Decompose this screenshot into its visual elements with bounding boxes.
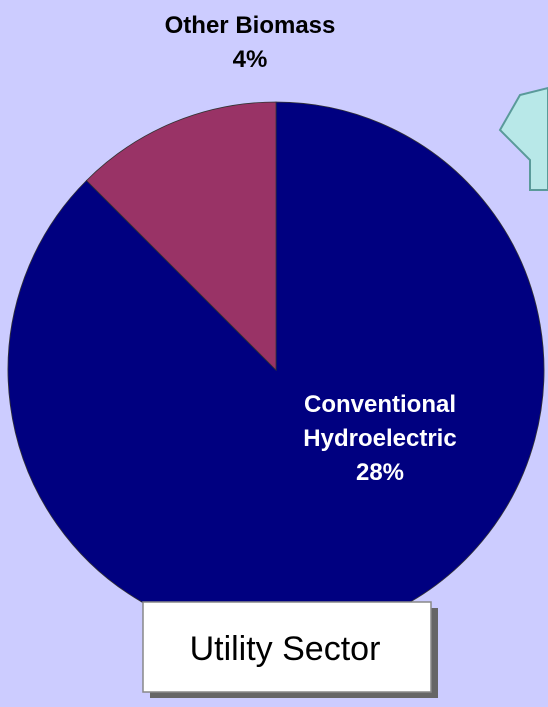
slice-label: Conventional Hydroelectric: [303, 391, 456, 452]
pie: [7, 101, 545, 639]
annotation: Utility Sector: [190, 630, 381, 668]
pie-slice: [85, 101, 277, 371]
slice-value-label: 28%: [356, 459, 404, 486]
slice-value-label: 4%: [233, 46, 268, 73]
annotation-box: [142, 601, 432, 693]
arrow-shape: [498, 86, 548, 191]
slice-label: Other Biomass: [165, 12, 336, 39]
labels: Conventional Hydroelectric 28% Other Biomas…: [165, 12, 457, 486]
